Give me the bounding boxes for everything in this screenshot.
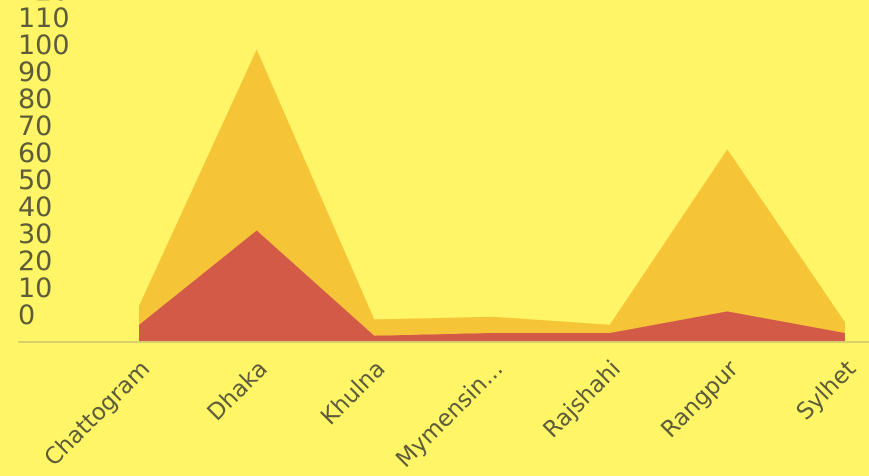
y-tick-label: 110 xyxy=(18,3,70,34)
x-tick-label: Khulna xyxy=(316,356,390,430)
x-tick-label: Rangpur xyxy=(656,355,744,443)
y-tick-label: 70 xyxy=(18,111,52,142)
x-tick-label: Chattogram xyxy=(40,356,156,472)
x-tick-label: Mymensin... xyxy=(391,356,508,473)
y-tick-label: 0 xyxy=(18,300,35,331)
y-tick-label: 80 xyxy=(18,84,52,115)
x-tick-label: Sylhet xyxy=(792,356,862,426)
y-tick-label: 120 xyxy=(18,0,70,7)
area-series-1 xyxy=(139,230,845,341)
y-tick-label: 50 xyxy=(18,165,52,196)
y-tick-label: 90 xyxy=(18,57,52,88)
y-tick-label: 20 xyxy=(18,246,52,277)
area-series-group xyxy=(139,49,845,341)
y-tick-label: 100 xyxy=(18,30,70,61)
x-tick-label: Dhaka xyxy=(203,356,273,426)
y-tick-label: 10 xyxy=(18,273,52,304)
y-tick-label: 60 xyxy=(18,138,52,169)
x-axis-ticks: Chattogram Dhaka Khulna Mymensin... Rajshahi… xyxy=(40,355,862,472)
y-tick-label: 40 xyxy=(18,192,52,223)
y-axis-ticks: 0102030405060708090100110120 xyxy=(18,0,70,331)
y-tick-label: 30 xyxy=(18,219,52,250)
x-tick-label: Rajshahi xyxy=(539,356,626,443)
area-series-2 xyxy=(139,49,845,336)
